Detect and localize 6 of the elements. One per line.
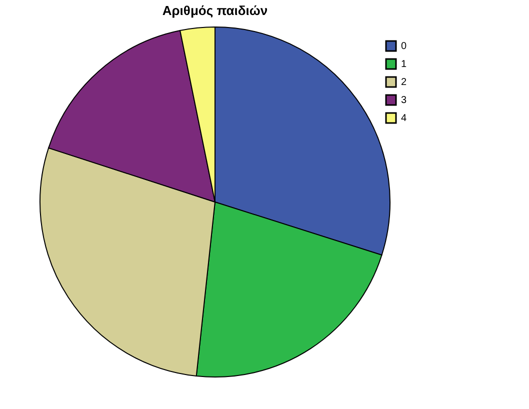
chart-title: Αριθμός παιδιών: [162, 3, 268, 18]
legend-label: 2: [401, 77, 407, 88]
legend-label: 3: [401, 95, 407, 106]
legend-label: 4: [401, 113, 407, 124]
legend-label: 1: [401, 59, 407, 70]
legend-label: 0: [401, 41, 407, 52]
